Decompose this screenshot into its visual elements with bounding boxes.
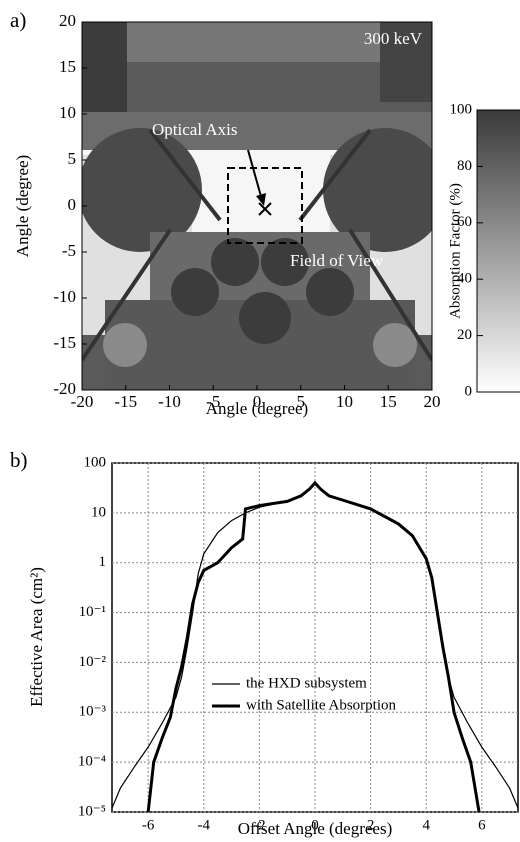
y-tick-label: 10⁻⁵: [78, 803, 106, 819]
x-tick-label: 4: [422, 817, 430, 833]
x-tick-label: 0: [311, 817, 319, 833]
y-axis-label: Effective Area (cm²): [27, 567, 46, 707]
y-tick-label: 10⁻⁴: [78, 754, 106, 770]
x-tick-label: -2: [253, 817, 266, 833]
x-tick-label: -6: [142, 817, 155, 833]
x-tick-label: 20: [424, 392, 441, 411]
x-tick-label: -10: [158, 392, 181, 411]
panel-label: b): [10, 448, 28, 472]
colorbar-tick-label: 60: [457, 214, 472, 230]
x-tick-label: 0: [253, 392, 262, 411]
x-tick-label: 10: [336, 392, 353, 411]
y-tick-label: 10⁻³: [79, 704, 107, 720]
y-tick-label: 5: [68, 149, 77, 168]
colorbar-tick-label: 40: [457, 271, 472, 287]
y-tick-label: -10: [53, 287, 76, 306]
colorbar: [477, 110, 520, 392]
legend-label: the HXD subsystem: [246, 675, 367, 691]
y-axis-label: Angle (degree): [13, 155, 32, 257]
annotation: Optical Axis: [152, 120, 237, 139]
y-tick-label: 10⁻²: [79, 654, 107, 670]
x-tick-label: 6: [478, 817, 486, 833]
legend-label: with Satellite Absorption: [246, 697, 396, 713]
energy-label: 300 keV: [364, 29, 423, 48]
y-tick-label: -5: [62, 241, 76, 260]
x-tick-label: -5: [206, 392, 220, 411]
colorbar-tick-label: 100: [450, 101, 473, 117]
y-tick-label: -20: [53, 379, 76, 398]
y-tick-label: 0: [68, 195, 77, 214]
y-tick-label: 10: [59, 103, 76, 122]
x-tick-label: 2: [367, 817, 375, 833]
colorbar-tick-label: 80: [457, 158, 472, 174]
colorbar-label: Absorption Factor (%): [447, 183, 463, 319]
y-tick-label: 20: [59, 11, 76, 30]
x-tick-label: -15: [114, 392, 137, 411]
y-tick-label: -15: [53, 333, 76, 352]
x-tick-label: -4: [198, 817, 211, 833]
panel-label: a): [10, 8, 26, 32]
y-tick-label: 10⁻¹: [79, 604, 106, 620]
y-tick-label: 10: [91, 504, 106, 520]
x-tick-label: 5: [297, 392, 306, 411]
y-tick-label: 100: [84, 454, 107, 470]
annotation: Field of View: [290, 251, 384, 270]
colorbar-tick-label: 0: [465, 383, 473, 399]
y-tick-label: 1: [99, 554, 107, 570]
x-tick-label: 15: [380, 392, 397, 411]
y-tick-label: 15: [59, 57, 76, 76]
colorbar-tick-label: 20: [457, 327, 472, 343]
figure: a) 300 keV Optical Axis Field of View An…: [0, 0, 520, 842]
